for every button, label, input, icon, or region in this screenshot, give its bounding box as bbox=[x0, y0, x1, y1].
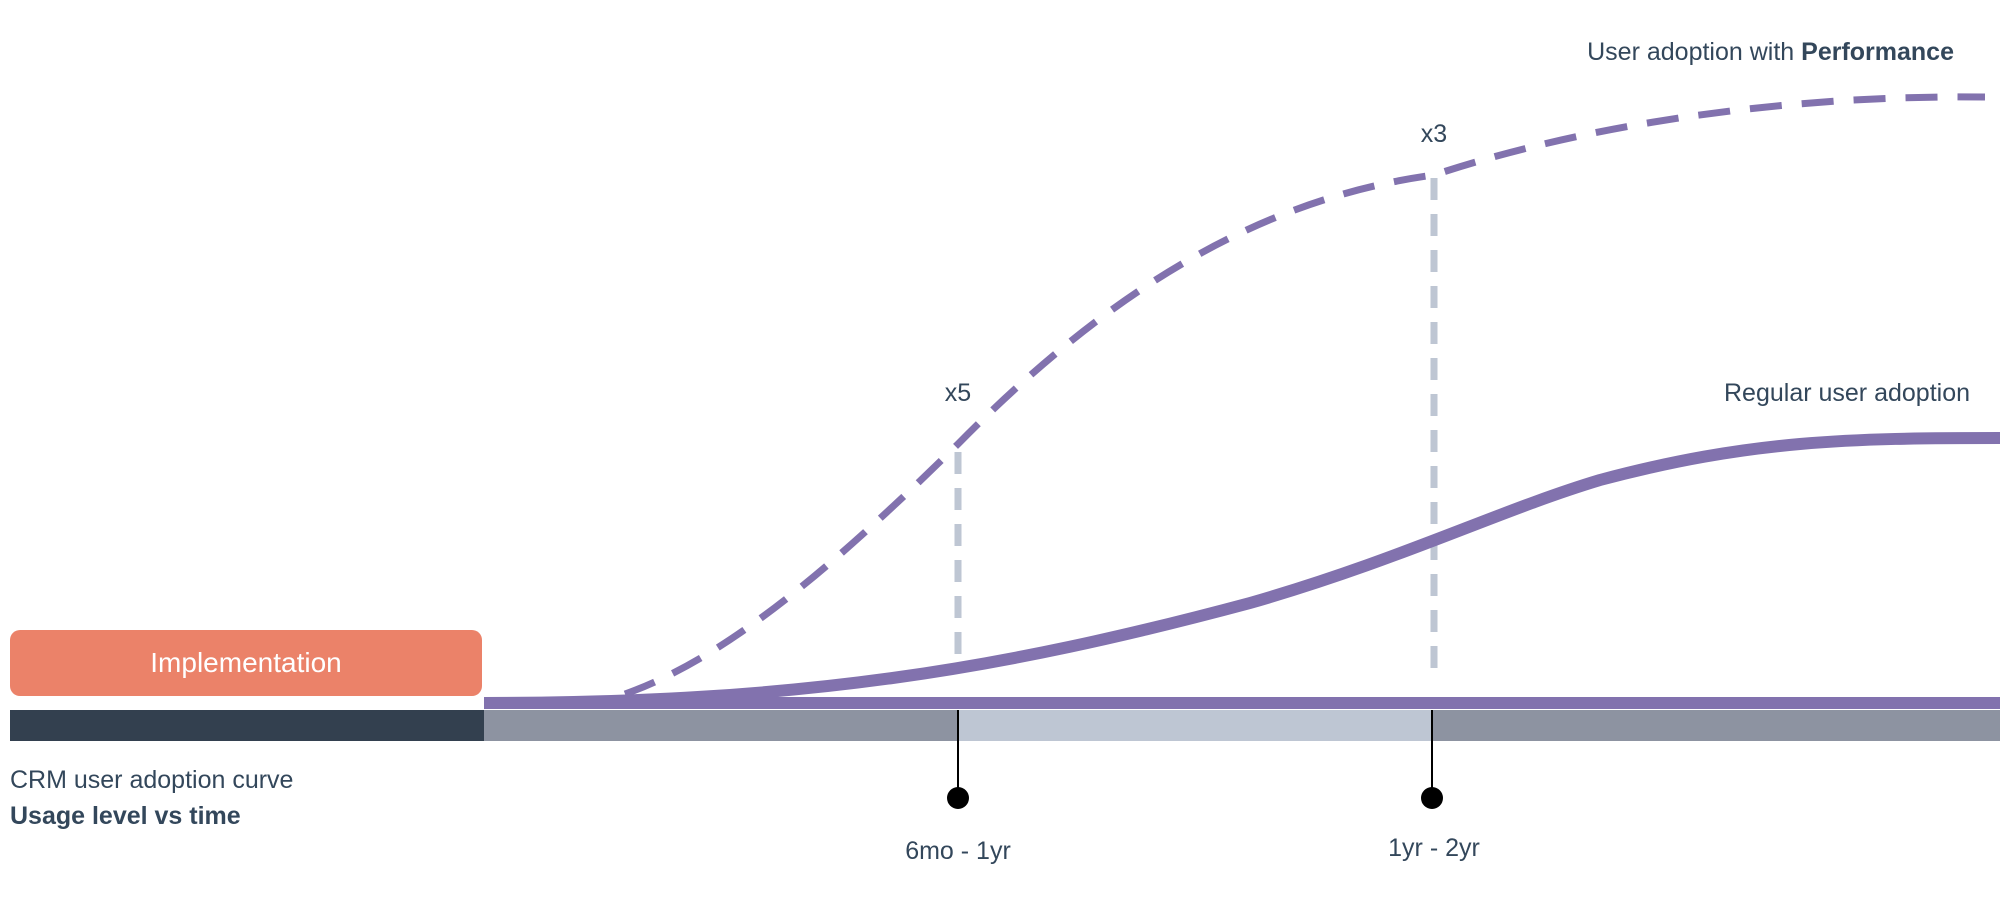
performance-label-prefix: User adoption with bbox=[1587, 38, 1802, 66]
implementation-label: Implementation bbox=[150, 647, 342, 678]
caption-title: CRM user adoption curve bbox=[10, 766, 294, 794]
performance-adoption-curve bbox=[623, 93, 1986, 698]
period-marker-dot bbox=[947, 787, 969, 809]
performance-curve-label: User adoption with Performance bbox=[1587, 38, 1954, 67]
regular-curve-label: Regular user adoption bbox=[1724, 379, 1970, 407]
period-marker-dot bbox=[1421, 787, 1443, 809]
period-label-6mo-1yr: 6mo - 1yr bbox=[905, 837, 1011, 865]
diagram-caption: CRM user adoption curve Usage level vs t… bbox=[10, 762, 293, 834]
performance-label-bold: Performance bbox=[1801, 38, 1954, 66]
implementation-box: Implementation bbox=[10, 630, 482, 696]
caption-subtitle: Usage level vs time bbox=[10, 802, 241, 830]
multiplier-label-x5: x5 bbox=[944, 379, 972, 407]
timeline-implementation-segment bbox=[10, 710, 484, 741]
adoption-baseline bbox=[484, 697, 2000, 709]
timeline-highlight-segment bbox=[958, 710, 1432, 741]
timeline-segment bbox=[1432, 710, 2000, 741]
regular-adoption-curve bbox=[483, 432, 2000, 709]
timeline-segment bbox=[484, 710, 958, 741]
multiplier-label-x3: x3 bbox=[1420, 120, 1448, 148]
period-label-1yr-2yr: 1yr - 2yr bbox=[1388, 834, 1480, 862]
